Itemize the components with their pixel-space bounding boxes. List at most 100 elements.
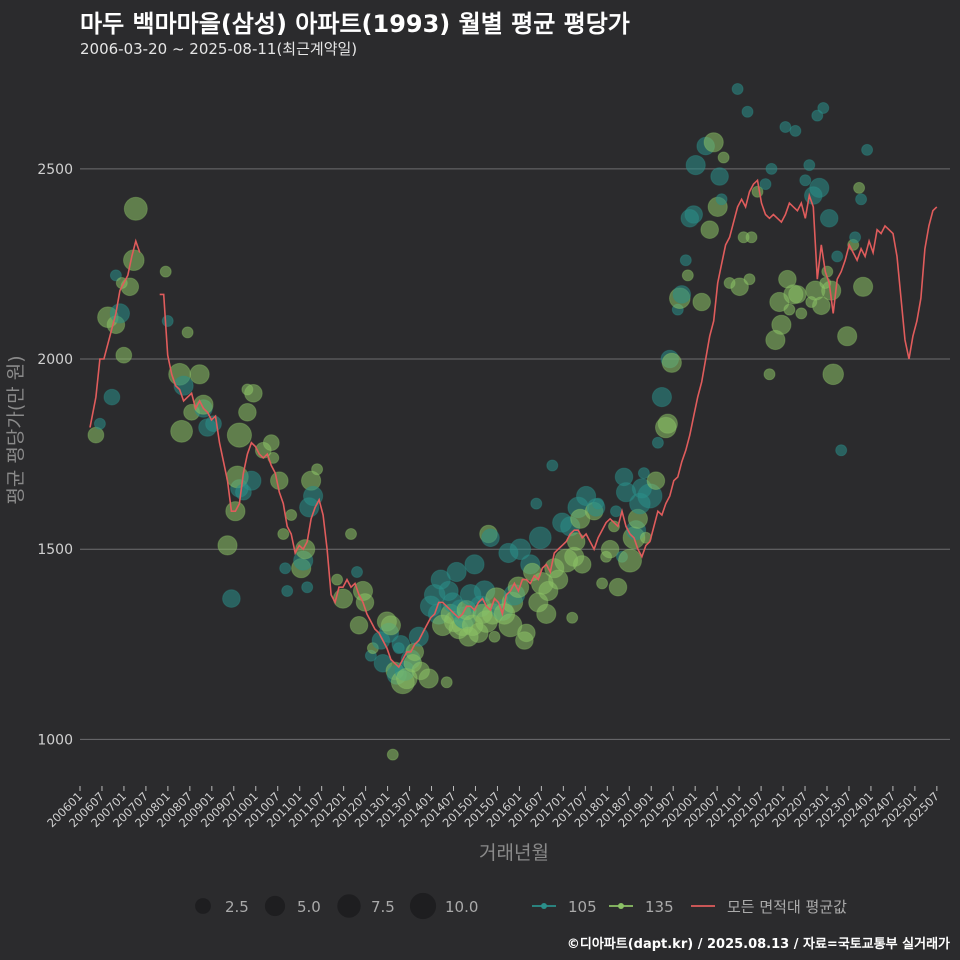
scatter-point-s135	[730, 277, 749, 297]
scatter-point-s135	[244, 384, 263, 403]
series-legend-dot-s135	[618, 903, 624, 909]
scatter-point-s105	[241, 470, 262, 491]
scatter-point-s105	[279, 562, 292, 575]
series-legend-label-s105: 105	[568, 898, 597, 916]
scatter-point-s135	[763, 368, 776, 381]
scatter-point-s135	[123, 196, 148, 221]
legend: 2.5 5.0 7.5 10.0 105 135 모든 면적대 평균값	[195, 892, 847, 920]
chart-title: 마두 백마마을(삼성) 아파트(1993) 월별 평균 평당가	[80, 10, 630, 38]
scatter-point-s135	[812, 296, 831, 316]
scatter-point-s105	[731, 83, 744, 95]
scatter-point-s135	[440, 676, 453, 689]
scatter-point-s135	[159, 265, 172, 278]
scatter-point-s135	[745, 231, 758, 244]
scatter-point-s135	[285, 509, 298, 521]
series-legend-label-s135: 135	[645, 898, 674, 916]
scatter-point-s135	[681, 269, 694, 282]
y-tick-label: 2500	[37, 162, 73, 178]
size-legend-label: 7.5	[371, 898, 395, 916]
scatter-point-s135	[657, 413, 678, 434]
scatter-point-s135	[386, 748, 399, 761]
scatter-point-s105	[637, 467, 650, 480]
x-axis-title: 거래년월	[479, 842, 549, 864]
scatter-point-s105	[855, 193, 868, 206]
y-tick-label: 1000	[37, 732, 73, 748]
scatter-point-s135	[646, 471, 666, 491]
series-legend-label-line: 모든 면적대 평균값	[727, 898, 847, 916]
y-tick-label: 1500	[37, 542, 73, 558]
size-legend-dot	[409, 892, 437, 920]
scatter-point-s135	[822, 363, 845, 386]
scatter-point-s105	[446, 561, 467, 583]
size-legend-dot	[264, 895, 286, 917]
size-legend-dot	[337, 894, 361, 918]
scatter-point-s135	[717, 151, 730, 164]
scatter-point-s105	[509, 538, 532, 561]
scatter-point-s135	[853, 181, 866, 194]
scatter-point-s105	[835, 444, 848, 457]
scatter-point-s135	[217, 535, 238, 556]
size-legend-label: 10.0	[445, 898, 478, 916]
scatter-point-s135	[331, 573, 344, 586]
scatter-point-s135	[170, 419, 194, 443]
y-tick-label: 2000	[37, 352, 73, 368]
scatter-point-s135	[349, 616, 369, 635]
scatter-point-s135	[548, 569, 569, 590]
scatter-point-s135	[703, 132, 724, 153]
size-legend-label: 5.0	[297, 898, 321, 916]
scatter-point-s135	[507, 576, 530, 599]
scatter-point-s135	[853, 276, 874, 297]
scatter-point-s135	[295, 539, 316, 560]
scatter-point-s135	[743, 273, 756, 286]
scatter-point-s135	[115, 346, 133, 364]
scatter-point-s135	[498, 613, 523, 638]
scatter-point-s135	[226, 422, 252, 448]
scatter-point-s135	[123, 249, 145, 272]
scatter-point-s135	[566, 611, 579, 624]
scatter-point-s105	[765, 162, 778, 175]
scatter-point-s135	[345, 528, 357, 540]
scatter-point-s135	[418, 668, 439, 689]
scatter-point-s105	[301, 581, 314, 594]
scatter-point-s135	[181, 326, 194, 339]
scatter-point-s105	[109, 303, 131, 324]
scatter-point-s105	[109, 269, 122, 282]
scatter-point-s135	[771, 314, 792, 335]
scatter-point-s105	[817, 102, 830, 114]
scatter-point-s135	[618, 548, 642, 573]
y-axis-title: 평균 평당가(만 원)	[5, 355, 27, 504]
scatter-point-s105	[809, 177, 830, 198]
scatter-point-s135	[661, 352, 682, 373]
chart-subtitle: 2006-03-20 ~ 2025-08-11(최근계약일)	[80, 40, 358, 58]
scatter-point-s135	[238, 403, 257, 422]
scatter-point-s135	[608, 520, 620, 533]
scatter-point-s135	[608, 577, 628, 597]
scatter-point-s135	[517, 623, 536, 643]
scatter-point-s105	[464, 554, 485, 575]
scatter-point-s105	[715, 193, 728, 206]
x-tick-marks: 2006012006072007012007072008012008072009…	[44, 786, 942, 830]
scatter-point-s135	[189, 364, 210, 385]
scatter-point-s105	[799, 174, 812, 187]
scatter-point-s105	[351, 566, 363, 578]
scatter-point-s105	[710, 167, 729, 186]
scatter-point-s105	[779, 121, 792, 133]
scatter-point-s105	[679, 254, 692, 267]
scatter-point-s105	[481, 528, 500, 548]
y-tick-labels: 1000 1500 2000 2500	[37, 162, 73, 748]
scatter-point-s135	[566, 532, 586, 551]
scatter-point-s105	[408, 626, 429, 647]
scatter-point-s105	[391, 635, 411, 654]
scatter-point-s105	[530, 497, 543, 510]
scatter-point-s135	[596, 577, 609, 590]
scatter-point-s105	[759, 178, 772, 191]
scatter-point-s135	[783, 303, 796, 316]
scatter-point-s135	[488, 630, 501, 643]
scatter-point-s105	[803, 159, 816, 172]
scatter-point-s135	[270, 471, 289, 491]
scatter-point-s105	[685, 155, 706, 176]
scatter-points	[87, 83, 874, 761]
series-legend-dot-s105	[541, 903, 547, 909]
scatter-point-s105	[610, 505, 622, 518]
